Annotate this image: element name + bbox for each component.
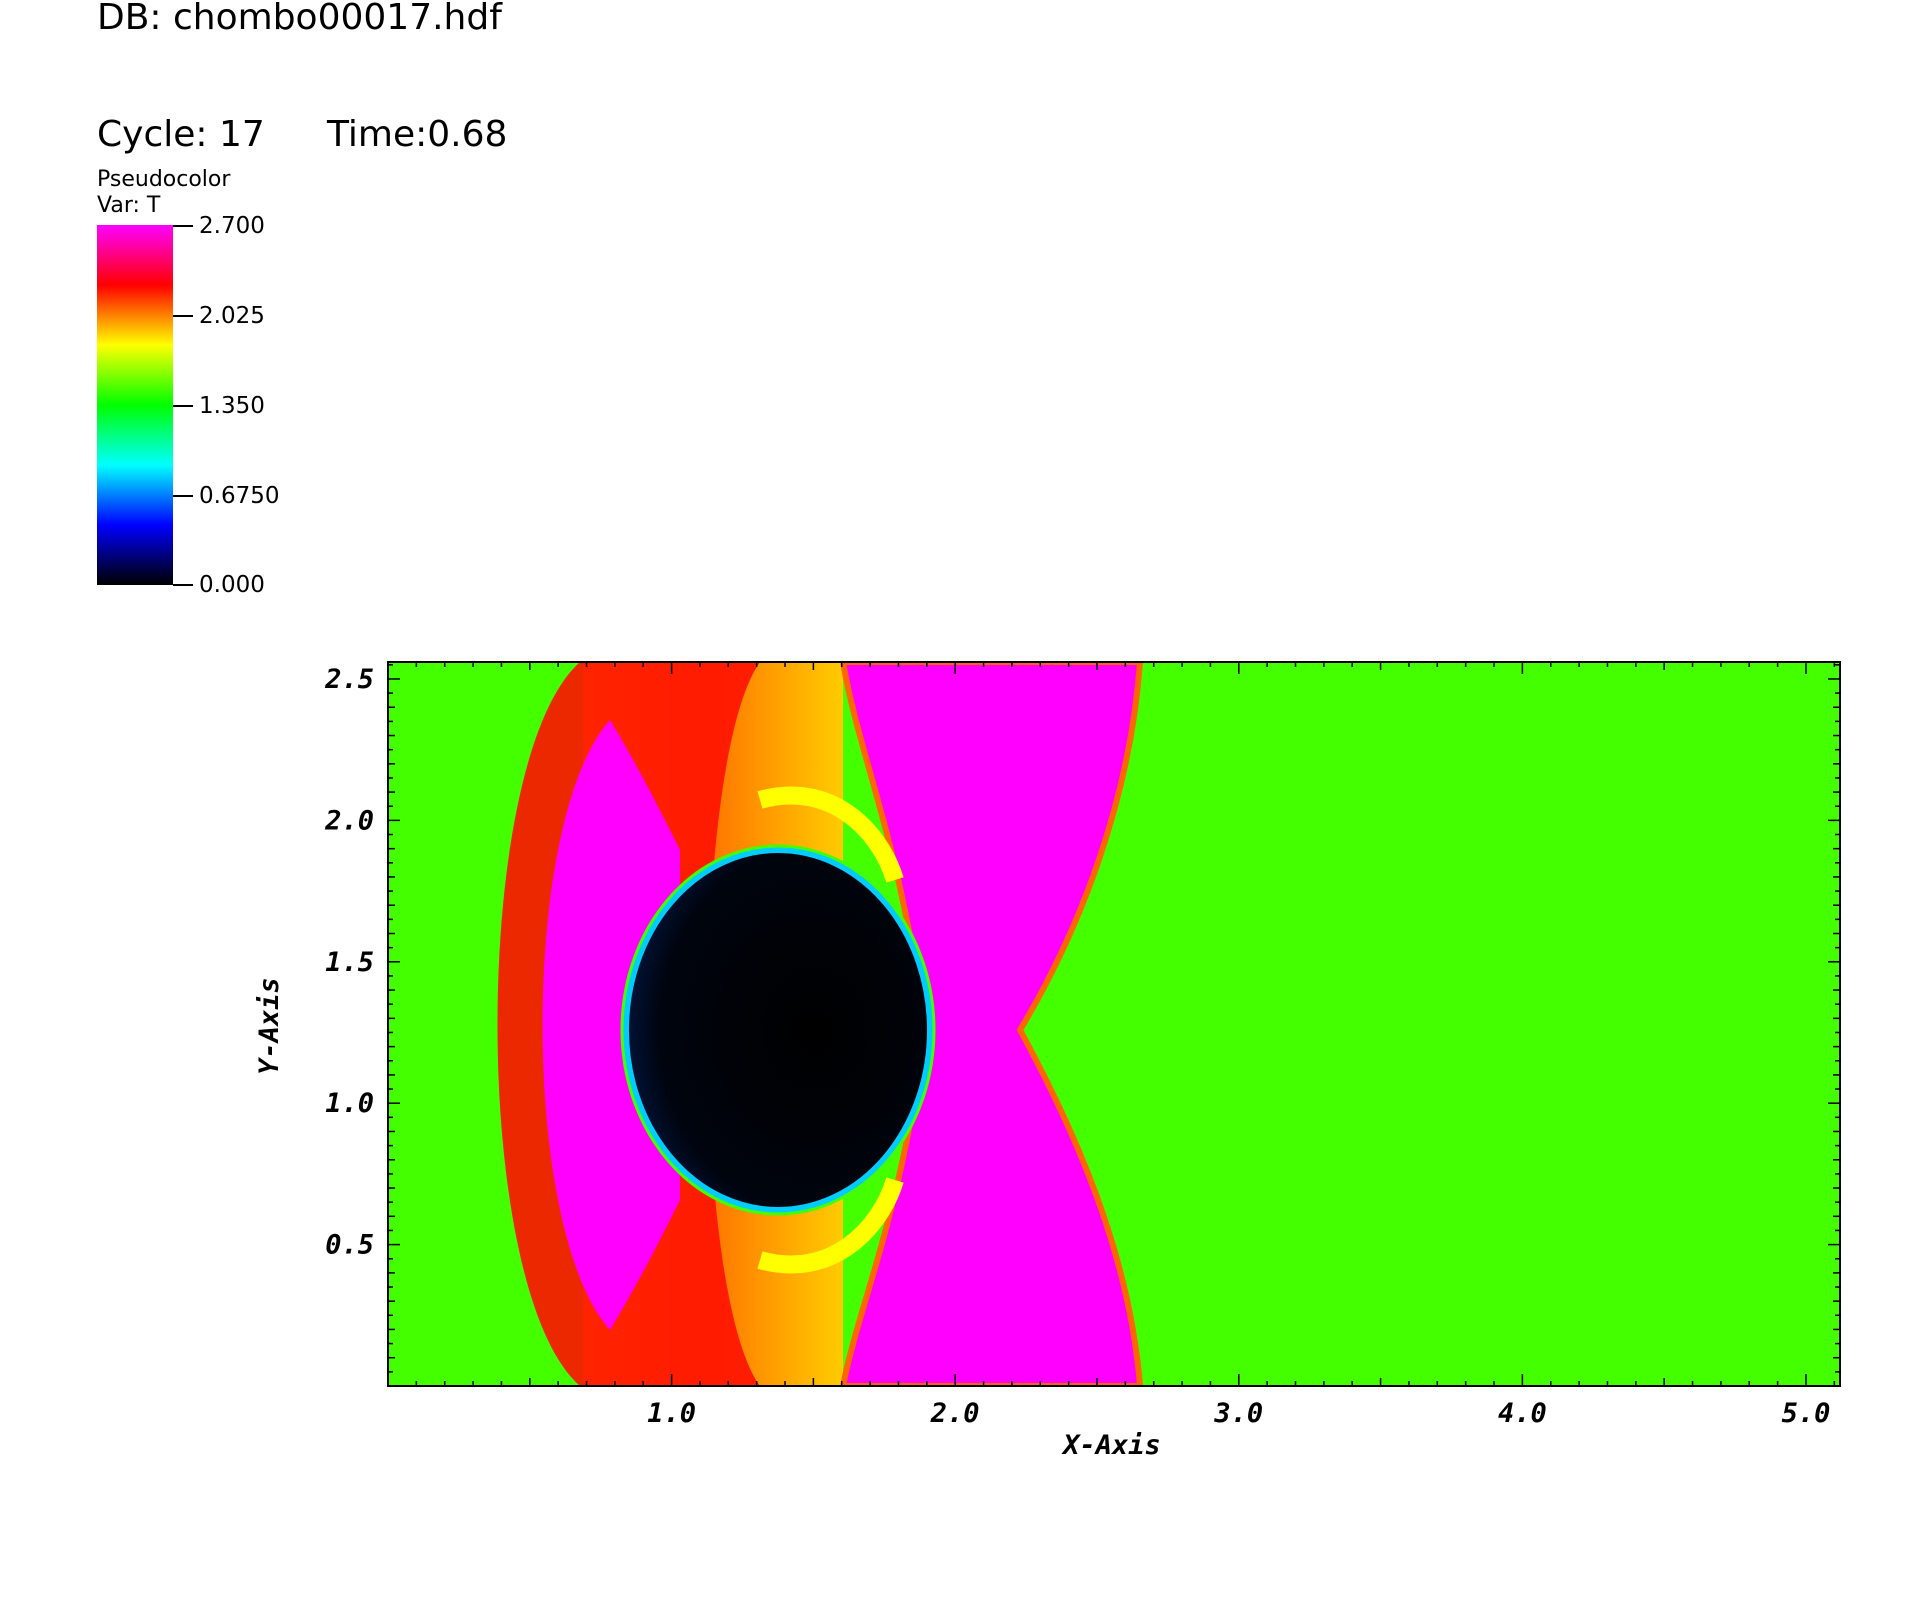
legend-tick-mark xyxy=(173,405,193,407)
cycle-time-row: Cycle: 17 Time:0.68 xyxy=(97,114,507,155)
db-label: DB: chombo00017.hdf xyxy=(97,0,502,38)
shear-layer-bottom xyxy=(757,1177,904,1274)
legend-variable: Var: T xyxy=(97,193,161,218)
legend-plot-type: Pseudocolor xyxy=(97,167,231,192)
y-tick-label: 1.0 xyxy=(325,1088,374,1119)
x-axis: 1.0 2.0 3.0 4.0 5.0 xyxy=(415,662,1836,1429)
y-tick-label: 2.5 xyxy=(324,664,374,695)
y-tick-label: 1.5 xyxy=(325,947,374,978)
x-axis-title: X-Axis xyxy=(1061,1430,1161,1461)
y-tick-label: 2.0 xyxy=(324,805,374,836)
legend-tick-mark xyxy=(173,495,193,497)
x-tick-label: 3.0 xyxy=(1213,1398,1263,1429)
x-tick-label: 2.0 xyxy=(930,1398,980,1429)
legend-tick-mark xyxy=(173,584,193,586)
legend-tick-label: 1.350 xyxy=(199,393,265,419)
bubble-edge xyxy=(620,844,936,1216)
legend-tick-mark xyxy=(173,225,193,227)
legend-colorbar xyxy=(97,225,173,585)
cycle-label: Cycle: 17 xyxy=(97,114,265,155)
x-tick-label: 4.0 xyxy=(1498,1398,1547,1429)
region-cold-bubble xyxy=(623,847,933,1213)
plot-area xyxy=(388,662,1840,1386)
legend-tick-label: 2.700 xyxy=(199,213,265,239)
legend-tick-label: 0.000 xyxy=(199,572,265,598)
legend-tick-label: 2.025 xyxy=(199,303,265,329)
shear-layer-top xyxy=(757,786,904,883)
y-axis: 0.5 1.0 1.5 2.0 2.5 xyxy=(324,664,1840,1373)
region-hot-bow-right xyxy=(839,662,1144,1386)
x-tick-label: 5.0 xyxy=(1782,1398,1831,1429)
legend-tick-mark xyxy=(173,315,193,317)
y-tick-label: 0.5 xyxy=(325,1230,374,1261)
x-tick-label: 1.0 xyxy=(647,1398,696,1429)
legend-tick-label: 0.6750 xyxy=(199,483,280,509)
y-axis-title: Y-Axis xyxy=(254,977,285,1075)
time-label: Time:0.68 xyxy=(327,114,508,155)
region-hot-bow-left xyxy=(542,720,680,1330)
plot-frame xyxy=(387,661,1841,1387)
